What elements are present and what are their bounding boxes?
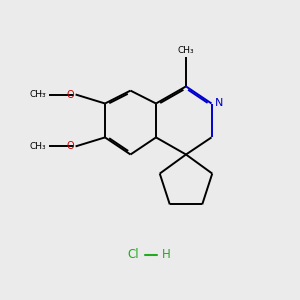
Text: O: O [67, 89, 74, 100]
Text: CH₃: CH₃ [30, 90, 46, 99]
Text: O: O [67, 141, 74, 152]
Text: H: H [162, 248, 171, 262]
Text: Cl: Cl [128, 248, 139, 262]
Text: CH₃: CH₃ [30, 142, 46, 151]
Text: methoxy: methoxy [41, 93, 47, 94]
Text: N: N [215, 98, 224, 109]
Text: CH₃: CH₃ [178, 46, 194, 55]
